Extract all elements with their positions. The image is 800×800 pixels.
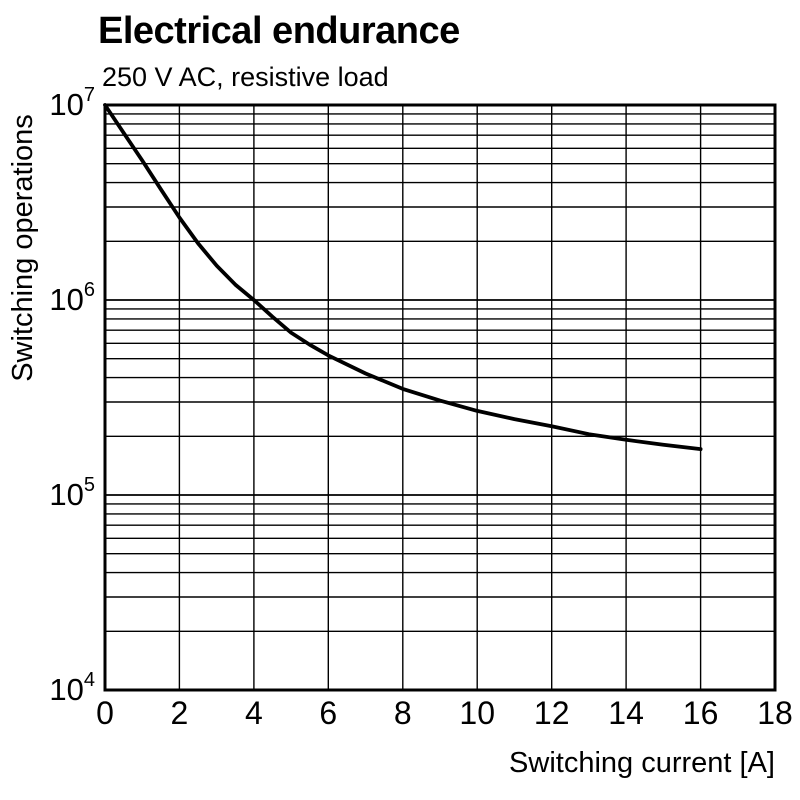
x-tick-label: 16 [683, 695, 719, 731]
y-tick-label: 106 [49, 279, 95, 317]
x-tick-label: 14 [608, 695, 644, 731]
x-tick-label: 0 [96, 695, 114, 731]
x-tick-label: 12 [534, 695, 570, 731]
x-tick-label: 10 [459, 695, 495, 731]
y-tick-label: 105 [49, 474, 95, 512]
y-axis-label: Switching operations [7, 114, 39, 382]
plot-frame [103, 103, 777, 692]
x-tick-label: 2 [171, 695, 189, 731]
y-tick-exponent: 4 [84, 669, 95, 691]
x-tick-label: 6 [319, 695, 337, 731]
x-tick-label: 8 [394, 695, 412, 731]
endurance-curve [103, 103, 703, 451]
y-tick-label: 107 [49, 84, 95, 122]
chart-title: Electrical endurance [98, 10, 460, 52]
y-tick-exponent: 5 [84, 474, 95, 496]
y-tick-exponent: 6 [84, 279, 95, 301]
x-axis-label: Switching current [A] [509, 747, 775, 779]
y-tick-label: 104 [49, 669, 95, 707]
y-tick-exponent: 7 [84, 84, 95, 106]
x-tick-label: 4 [245, 695, 263, 731]
x-tick-label: 18 [757, 695, 793, 731]
chart-subtitle: 250 V AC, resistive load [102, 62, 389, 92]
